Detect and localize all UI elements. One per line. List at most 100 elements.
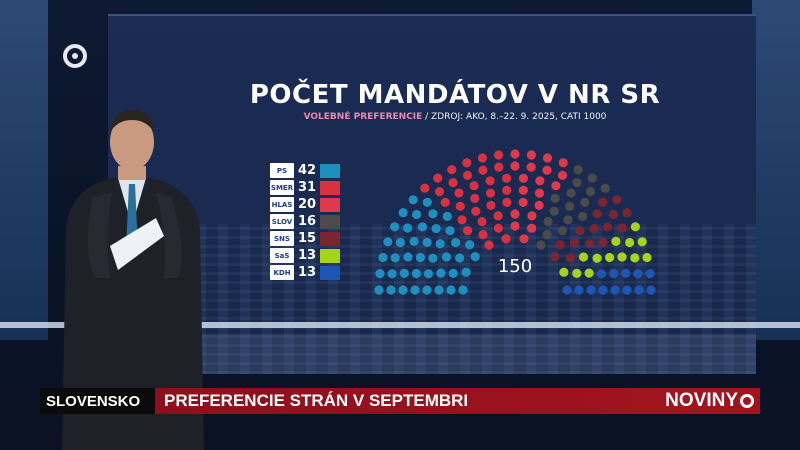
seat-dot bbox=[585, 187, 596, 197]
seat-dot bbox=[478, 165, 488, 175]
seat-dot bbox=[454, 188, 464, 198]
seat-dot bbox=[375, 269, 385, 279]
seat-dot bbox=[598, 237, 608, 247]
graphic-subtitle: VOLEBNÉ PREFERENCIE / ZDROJ: AKO, 8.–22.… bbox=[250, 112, 660, 122]
seat-dot bbox=[598, 197, 608, 207]
seat-dot bbox=[398, 208, 408, 218]
seat-dot bbox=[399, 268, 409, 278]
seat-dot bbox=[578, 211, 588, 221]
seat-dot bbox=[605, 252, 615, 263]
news-ticker: SLOVENSKO PREFERENCIE STRÁN V SEPTEMBRI … bbox=[40, 388, 760, 414]
seat-dot bbox=[403, 223, 413, 233]
seat-dot bbox=[485, 176, 495, 186]
seat-dot bbox=[535, 176, 545, 186]
seat-dot bbox=[451, 238, 461, 248]
seat-dot bbox=[586, 285, 596, 295]
seat-dot bbox=[563, 215, 573, 225]
seat-dot bbox=[493, 211, 503, 221]
seat-dot bbox=[592, 253, 602, 263]
seat-dot bbox=[428, 253, 438, 263]
seat-dot bbox=[578, 252, 589, 262]
seat-dot bbox=[566, 188, 576, 198]
party-logo: PS bbox=[270, 163, 294, 178]
seat-dot bbox=[569, 238, 579, 248]
seat-dot bbox=[642, 252, 652, 263]
seat-dot bbox=[436, 268, 446, 278]
seat-dot bbox=[592, 209, 602, 219]
seat-dot bbox=[634, 285, 644, 295]
seat-dot bbox=[602, 222, 613, 232]
subtitle-source: / ZDROJ: AKO, 8.–22. 9. 2025, CATI 1000 bbox=[422, 112, 607, 122]
news-presenter bbox=[62, 110, 204, 450]
seat-dot bbox=[510, 149, 520, 159]
seat-dot bbox=[502, 197, 512, 207]
party-seat-count: 42 bbox=[297, 163, 317, 178]
party-seat-count: 31 bbox=[297, 180, 317, 195]
party-logo: SLOV bbox=[270, 214, 294, 229]
seat-dot bbox=[565, 201, 575, 211]
seat-dot bbox=[412, 209, 422, 220]
seat-dot bbox=[422, 285, 432, 295]
seat-dot bbox=[608, 209, 618, 220]
seat-dot bbox=[390, 253, 400, 263]
subtitle-highlight: VOLEBNÉ PREFERENCIE bbox=[303, 112, 423, 122]
seat-dot bbox=[477, 216, 487, 227]
floor-light-strip bbox=[0, 322, 800, 328]
seat-dot bbox=[510, 209, 520, 219]
party-logo: KDH bbox=[270, 265, 294, 280]
seat-dot bbox=[422, 237, 432, 247]
seat-dot bbox=[575, 226, 585, 236]
party-row: HLAS 20 bbox=[270, 196, 350, 213]
seat-dot bbox=[534, 188, 545, 198]
party-color-swatch bbox=[320, 197, 340, 212]
seat-dot bbox=[527, 211, 537, 221]
seat-dot bbox=[584, 268, 594, 278]
seat-dot bbox=[501, 234, 511, 244]
seat-dot bbox=[435, 239, 445, 249]
seat-dot bbox=[398, 285, 408, 295]
seat-dot bbox=[526, 150, 536, 160]
seat-dot bbox=[598, 285, 608, 295]
seat-dot bbox=[445, 226, 455, 236]
seat-dot bbox=[550, 252, 560, 262]
seat-dot bbox=[596, 269, 607, 279]
ticker-region: SLOVENSKO bbox=[40, 388, 155, 414]
seat-dot bbox=[589, 224, 599, 234]
seat-dot bbox=[502, 185, 512, 195]
seat-dot bbox=[433, 173, 443, 183]
seat-dot bbox=[478, 230, 488, 240]
seat-dot bbox=[587, 173, 597, 183]
studio-pillar-left bbox=[0, 0, 48, 340]
party-legend: PS 42 SMER 31 HLAS 20 SLOV 16 SNS 15 SaS 13 KDH 13 bbox=[270, 162, 350, 281]
seat-dot bbox=[562, 285, 572, 295]
seat-dot bbox=[422, 197, 432, 207]
seat-dot bbox=[637, 237, 647, 247]
total-seats-label: 150 bbox=[498, 256, 532, 277]
seat-dot bbox=[534, 200, 544, 210]
seat-dot bbox=[494, 150, 504, 160]
seat-dot bbox=[423, 269, 434, 279]
seat-dot bbox=[484, 240, 494, 250]
seat-dot bbox=[557, 226, 567, 236]
seat-dot bbox=[572, 178, 582, 188]
seat-dot bbox=[518, 185, 528, 195]
seat-dot bbox=[493, 223, 503, 233]
seat-dot bbox=[446, 285, 456, 295]
seat-dot bbox=[411, 268, 421, 279]
seat-dot bbox=[565, 253, 575, 263]
seat-dot bbox=[420, 183, 430, 193]
seat-dot bbox=[609, 268, 619, 279]
seat-dot bbox=[600, 183, 610, 193]
party-row: PS 42 bbox=[270, 162, 350, 179]
seat-dot bbox=[622, 285, 632, 295]
seat-dot bbox=[462, 158, 472, 168]
seat-dot bbox=[542, 153, 553, 163]
city-skyline-graphic bbox=[108, 224, 756, 374]
seat-dot bbox=[409, 236, 419, 246]
seat-dot bbox=[415, 252, 425, 263]
seat-dot bbox=[455, 201, 465, 211]
seat-dot bbox=[622, 208, 632, 218]
seat-dot bbox=[617, 223, 627, 233]
seat-dot bbox=[573, 165, 583, 175]
seat-dot bbox=[403, 252, 413, 262]
